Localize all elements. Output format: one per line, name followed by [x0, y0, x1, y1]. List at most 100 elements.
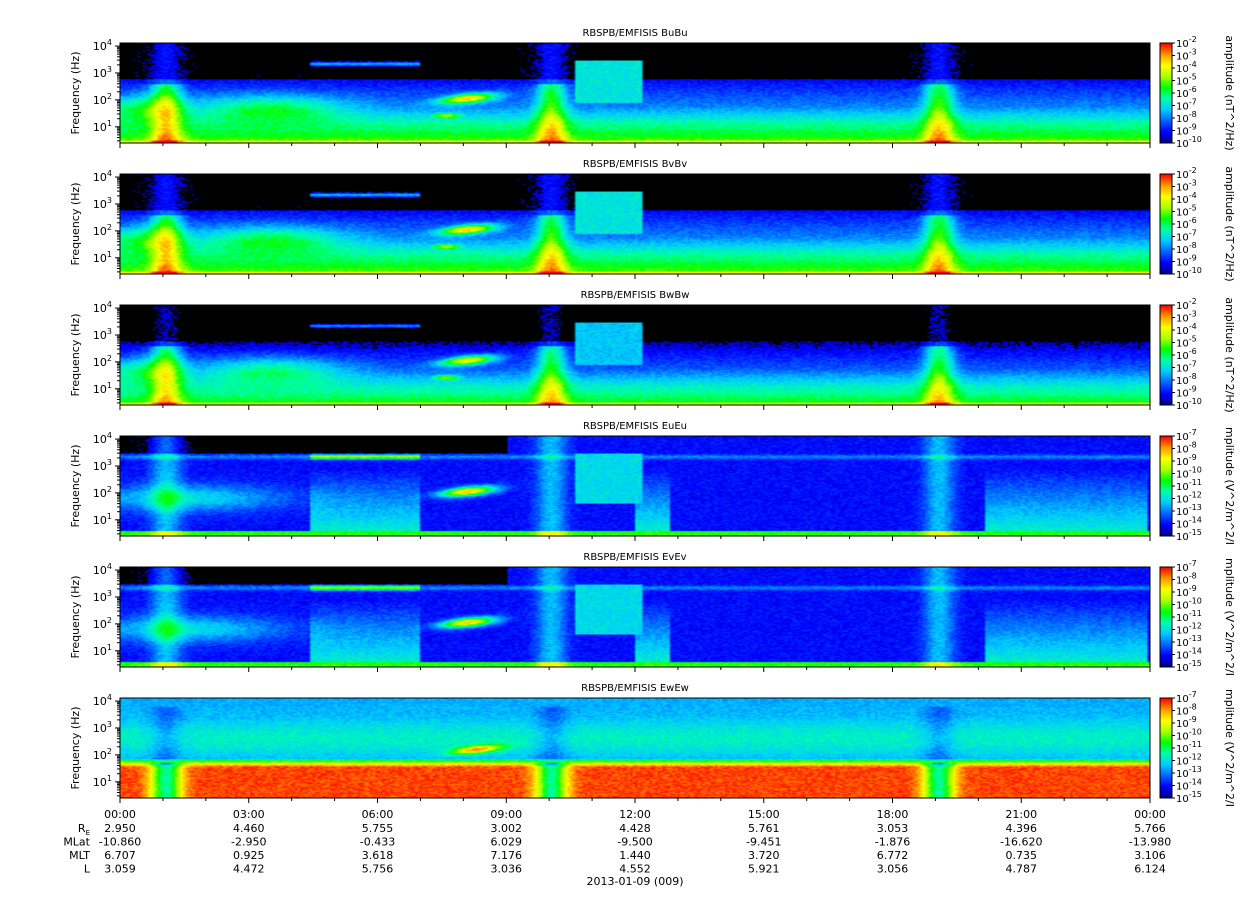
ephemeris-value: 0.735 [1006, 849, 1038, 862]
ephemeris-value: 6.772 [877, 849, 909, 862]
ephemeris-value: 1.440 [619, 849, 651, 862]
colorbar [1160, 436, 1172, 536]
spectrogram-image [120, 43, 1150, 143]
spectrogram-panels: RBSPB/EMFISIS BuBu 101 102 103 104 Frequency … [69, 28, 1236, 807]
y-tick-label: 103 [93, 65, 112, 80]
y-axis-label: Frequency (Hz) [69, 445, 82, 528]
ephemeris-value: 4.460 [233, 822, 265, 835]
spectrogram-image [120, 567, 1150, 667]
colorbar-tick-label: 10-14 [1176, 516, 1202, 531]
colorbar-tick-label: 10-10 [1176, 266, 1202, 281]
y-tick-label: 103 [93, 720, 112, 735]
colorbar-tick-label: 10-8 [1176, 372, 1197, 387]
colorbar-tick-label: 10-12 [1176, 491, 1202, 506]
spectrogram-panel: RBSPB/EMFISIS BvBv 101 102 103 104 Frequency … [69, 159, 1236, 282]
ephemeris-value: 5.761 [748, 822, 780, 835]
ephemeris-value: 6.707 [104, 849, 136, 862]
colorbar-tick-label: 10-10 [1176, 728, 1202, 743]
y-tick-label: 102 [93, 92, 112, 107]
colorbar-tick-label: 10-2 [1176, 35, 1197, 50]
colorbar-tick-label: 10-11 [1176, 740, 1202, 755]
colorbar-tick-label: 10-5 [1176, 204, 1197, 219]
y-axis-label: Frequency (Hz) [69, 576, 82, 659]
ephemeris-value: 0.925 [233, 849, 265, 862]
panel-title: RBSPB/EMFISIS EvEv [583, 552, 686, 563]
date-label: 2013-01-09 (009) [586, 875, 683, 888]
colorbar-label: mplitude (V^2/m^2/I [1223, 558, 1236, 676]
ephemeris-value: -9.451 [746, 836, 781, 849]
y-tick-label: 102 [93, 616, 112, 631]
x-tick-label: 03:00 [233, 808, 265, 821]
spectrogram-image [120, 698, 1150, 798]
colorbar-tick-label: 10-3 [1176, 310, 1197, 325]
colorbar-tick-label: 10-12 [1176, 622, 1202, 637]
ephemeris-value: 3.053 [877, 822, 909, 835]
colorbar-tick-label: 10-2 [1176, 166, 1197, 181]
spectrogram-panel: RBSPB/EMFISIS EvEv 101 102 103 104 Frequency … [69, 552, 1236, 676]
colorbar-tick-label: 10-9 [1176, 715, 1197, 730]
x-tick-label: 12:00 [619, 808, 651, 821]
x-tick-label: 09:00 [490, 808, 522, 821]
spectrogram-image [120, 305, 1150, 405]
spectrogram-image [120, 174, 1150, 274]
colorbar-tick-label: 10-11 [1176, 609, 1202, 624]
colorbar-tick-label: 10-9 [1176, 453, 1197, 468]
spectrogram-panel: RBSPB/EMFISIS EuEu 101 102 103 104 Frequency … [69, 421, 1236, 545]
ephemeris-value: 3.036 [491, 863, 523, 876]
time-axis: 00:00 03:00 06:00 09:00 12:00 15:00 18:00 21:00… [104, 808, 1166, 821]
colorbar-tick-label: 10-4 [1176, 322, 1197, 337]
ephemeris-value: 4.396 [1006, 822, 1038, 835]
panel-title: RBSPB/EMFISIS EwEw [581, 683, 689, 694]
y-axis-label: Frequency (Hz) [69, 52, 82, 135]
ephemeris-value: -10.860 [99, 836, 141, 849]
ephemeris-value: 5.766 [1134, 822, 1166, 835]
ephemeris-value: -0.433 [360, 836, 395, 849]
ephemeris-value: -1.876 [875, 836, 910, 849]
colorbar-tick-label: 10-4 [1176, 60, 1197, 75]
y-tick-label: 103 [93, 327, 112, 342]
colorbar-tick-label: 10-10 [1176, 135, 1202, 150]
colorbar-tick-label: 10-8 [1176, 703, 1197, 718]
ephemeris-table: RE 2.950 4.460 5.755 3.002 4.428 5.761 3.053 4.3… [63, 822, 1171, 876]
ephemeris-value: 5.921 [748, 863, 780, 876]
colorbar-tick-label: 10-3 [1176, 179, 1197, 194]
y-tick-label: 101 [93, 381, 112, 396]
colorbar-tick-label: 10-15 [1176, 790, 1202, 805]
y-tick-label: 102 [93, 223, 112, 238]
colorbar-tick-label: 10-13 [1176, 503, 1202, 518]
ephemeris-row-label: L [84, 863, 91, 876]
colorbar-label: amplitude (nT^2/Hz) [1223, 166, 1236, 281]
ephemeris-value: -16.620 [1000, 836, 1042, 849]
colorbar-tick-label: 10-3 [1176, 48, 1197, 63]
colorbar-tick-label: 10-9 [1176, 584, 1197, 599]
colorbar-tick-label: 10-5 [1176, 335, 1197, 350]
colorbar [1160, 43, 1172, 143]
panel-title: RBSPB/EMFISIS BwBw [581, 290, 690, 301]
x-tick-label: 15:00 [748, 808, 780, 821]
ephemeris-value: 4.472 [233, 863, 265, 876]
y-tick-label: 103 [93, 589, 112, 604]
colorbar-label: amplitude (nT^2/Hz) [1223, 297, 1236, 412]
ephemeris-value: 3.106 [1134, 849, 1166, 862]
colorbar-tick-label: 10-7 [1176, 98, 1197, 113]
y-tick-label: 104 [93, 431, 112, 446]
colorbar [1160, 174, 1172, 274]
y-tick-label: 101 [93, 643, 112, 658]
y-tick-label: 101 [93, 250, 112, 265]
colorbar-tick-label: 10-7 [1176, 690, 1197, 705]
colorbar-tick-label: 10-10 [1176, 466, 1202, 481]
ephemeris-value: -2.950 [231, 836, 266, 849]
colorbar-tick-label: 10-9 [1176, 385, 1197, 400]
x-tick-label: 06:00 [362, 808, 394, 821]
colorbar-tick-label: 10-4 [1176, 191, 1197, 206]
colorbar-tick-label: 10-13 [1176, 634, 1202, 649]
ephemeris-value: 3.002 [491, 822, 523, 835]
y-axis-label: Frequency (Hz) [69, 314, 82, 397]
y-axis-label: Frequency (Hz) [69, 707, 82, 790]
colorbar-tick-label: 10-11 [1176, 478, 1202, 493]
colorbar-tick-label: 10-5 [1176, 73, 1197, 88]
colorbar-tick-label: 10-10 [1176, 597, 1202, 612]
colorbar-tick-label: 10-7 [1176, 229, 1197, 244]
panel-title: RBSPB/EMFISIS EuEu [583, 421, 687, 432]
